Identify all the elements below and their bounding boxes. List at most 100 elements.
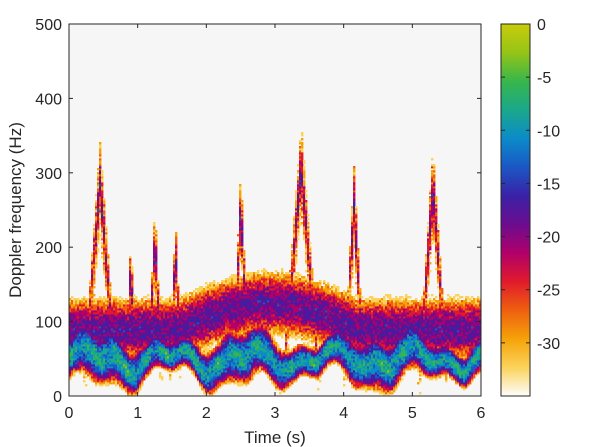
heatmap-cell (233, 374, 236, 377)
heatmap-cell (155, 270, 158, 273)
heatmap-cell (133, 356, 136, 359)
heatmap-cell (137, 310, 140, 313)
heatmap-cell (153, 324, 156, 327)
heatmap-cell (151, 356, 154, 359)
heatmap-cell (177, 298, 180, 301)
heatmap-cell (77, 312, 80, 315)
heatmap-cell (261, 320, 264, 323)
heatmap-cell (107, 346, 110, 349)
heatmap-cell (211, 390, 214, 393)
heatmap-cell (241, 248, 244, 251)
heatmap-cell (99, 206, 102, 209)
heatmap-cell (227, 314, 230, 317)
heatmap-cell (227, 306, 230, 309)
heatmap-cell (143, 344, 146, 347)
heatmap-cell (241, 280, 244, 283)
heatmap-cell (111, 326, 114, 329)
heatmap-cell (203, 390, 206, 393)
heatmap-cell (229, 376, 232, 379)
heatmap-cell (219, 316, 222, 319)
heatmap-cell (73, 370, 76, 373)
heatmap-cell (73, 338, 76, 341)
heatmap-cell (199, 366, 202, 369)
heatmap-cell (185, 340, 188, 343)
heatmap-cell (105, 300, 108, 303)
heatmap-cell (167, 314, 170, 317)
heatmap-cell (91, 352, 94, 355)
heatmap-cell (187, 306, 190, 309)
heatmap-cell (171, 340, 174, 343)
heatmap-cell (139, 358, 142, 361)
heatmap-cell (121, 366, 124, 369)
heatmap-cell (227, 346, 230, 349)
heatmap-cell (169, 344, 172, 347)
heatmap-cell (193, 366, 196, 369)
heatmap-cell (147, 364, 150, 367)
heatmap-cell (221, 352, 224, 355)
heatmap-cell (245, 288, 248, 291)
heatmap-cell (157, 358, 160, 361)
heatmap-cell (187, 330, 190, 333)
heatmap-cell (149, 344, 152, 347)
heatmap-cell (203, 310, 206, 313)
heatmap-cell (241, 286, 244, 289)
heatmap-cell (235, 356, 238, 359)
heatmap-cell (151, 344, 154, 347)
heatmap-cell (241, 326, 244, 329)
heatmap-cell (87, 364, 90, 367)
heatmap-cell (175, 234, 178, 237)
heatmap-cell (225, 326, 228, 329)
heatmap-cell (83, 306, 86, 309)
heatmap-cell (131, 282, 134, 285)
heatmap-cell (133, 376, 136, 379)
heatmap-cell (95, 200, 98, 203)
heatmap-cell (139, 374, 142, 377)
heatmap-cell (145, 340, 148, 343)
heatmap-cell (203, 380, 206, 383)
heatmap-cell (207, 376, 210, 379)
heatmap-cell (157, 308, 160, 311)
heatmap-cell (215, 318, 218, 321)
heatmap-cell (237, 352, 240, 355)
heatmap-cell (259, 370, 262, 373)
heatmap-cell (103, 320, 106, 323)
heatmap-cell (161, 320, 164, 323)
heatmap-cell (95, 256, 98, 259)
heatmap-cell (81, 366, 84, 369)
heatmap-cell (87, 332, 90, 335)
heatmap-cell (115, 348, 118, 351)
heatmap-cell (137, 372, 140, 375)
heatmap-cell (133, 378, 136, 381)
heatmap-cell (227, 378, 230, 381)
heatmap-cell (175, 334, 178, 337)
heatmap-cell (103, 220, 106, 223)
heatmap-cell (97, 308, 100, 311)
heatmap-cell (177, 364, 180, 367)
heatmap-cell (141, 332, 144, 335)
heatmap-cell (97, 204, 100, 207)
heatmap-cell (183, 312, 186, 315)
heatmap-cell (95, 260, 98, 263)
heatmap-cell (129, 258, 132, 261)
heatmap-cell (261, 362, 264, 365)
heatmap-cell (93, 320, 96, 323)
heatmap-cell (175, 296, 178, 299)
heatmap-cell (207, 368, 210, 371)
heatmap-cell (93, 332, 96, 335)
heatmap-cell (177, 320, 180, 323)
heatmap-cell (151, 326, 154, 329)
heatmap-cell (155, 262, 158, 265)
heatmap-cell (171, 330, 174, 333)
heatmap-cell (231, 364, 234, 367)
heatmap-cell (93, 328, 96, 331)
heatmap-cell (251, 358, 254, 361)
heatmap-cell (109, 352, 112, 355)
heatmap-cell (99, 146, 102, 149)
heatmap-cell (207, 336, 210, 339)
heatmap-cell (123, 320, 126, 323)
heatmap-cell (137, 328, 140, 331)
heatmap-cell (261, 344, 264, 347)
heatmap-cell (173, 292, 176, 295)
heatmap-cell (107, 278, 110, 281)
heatmap-cell (205, 324, 208, 327)
